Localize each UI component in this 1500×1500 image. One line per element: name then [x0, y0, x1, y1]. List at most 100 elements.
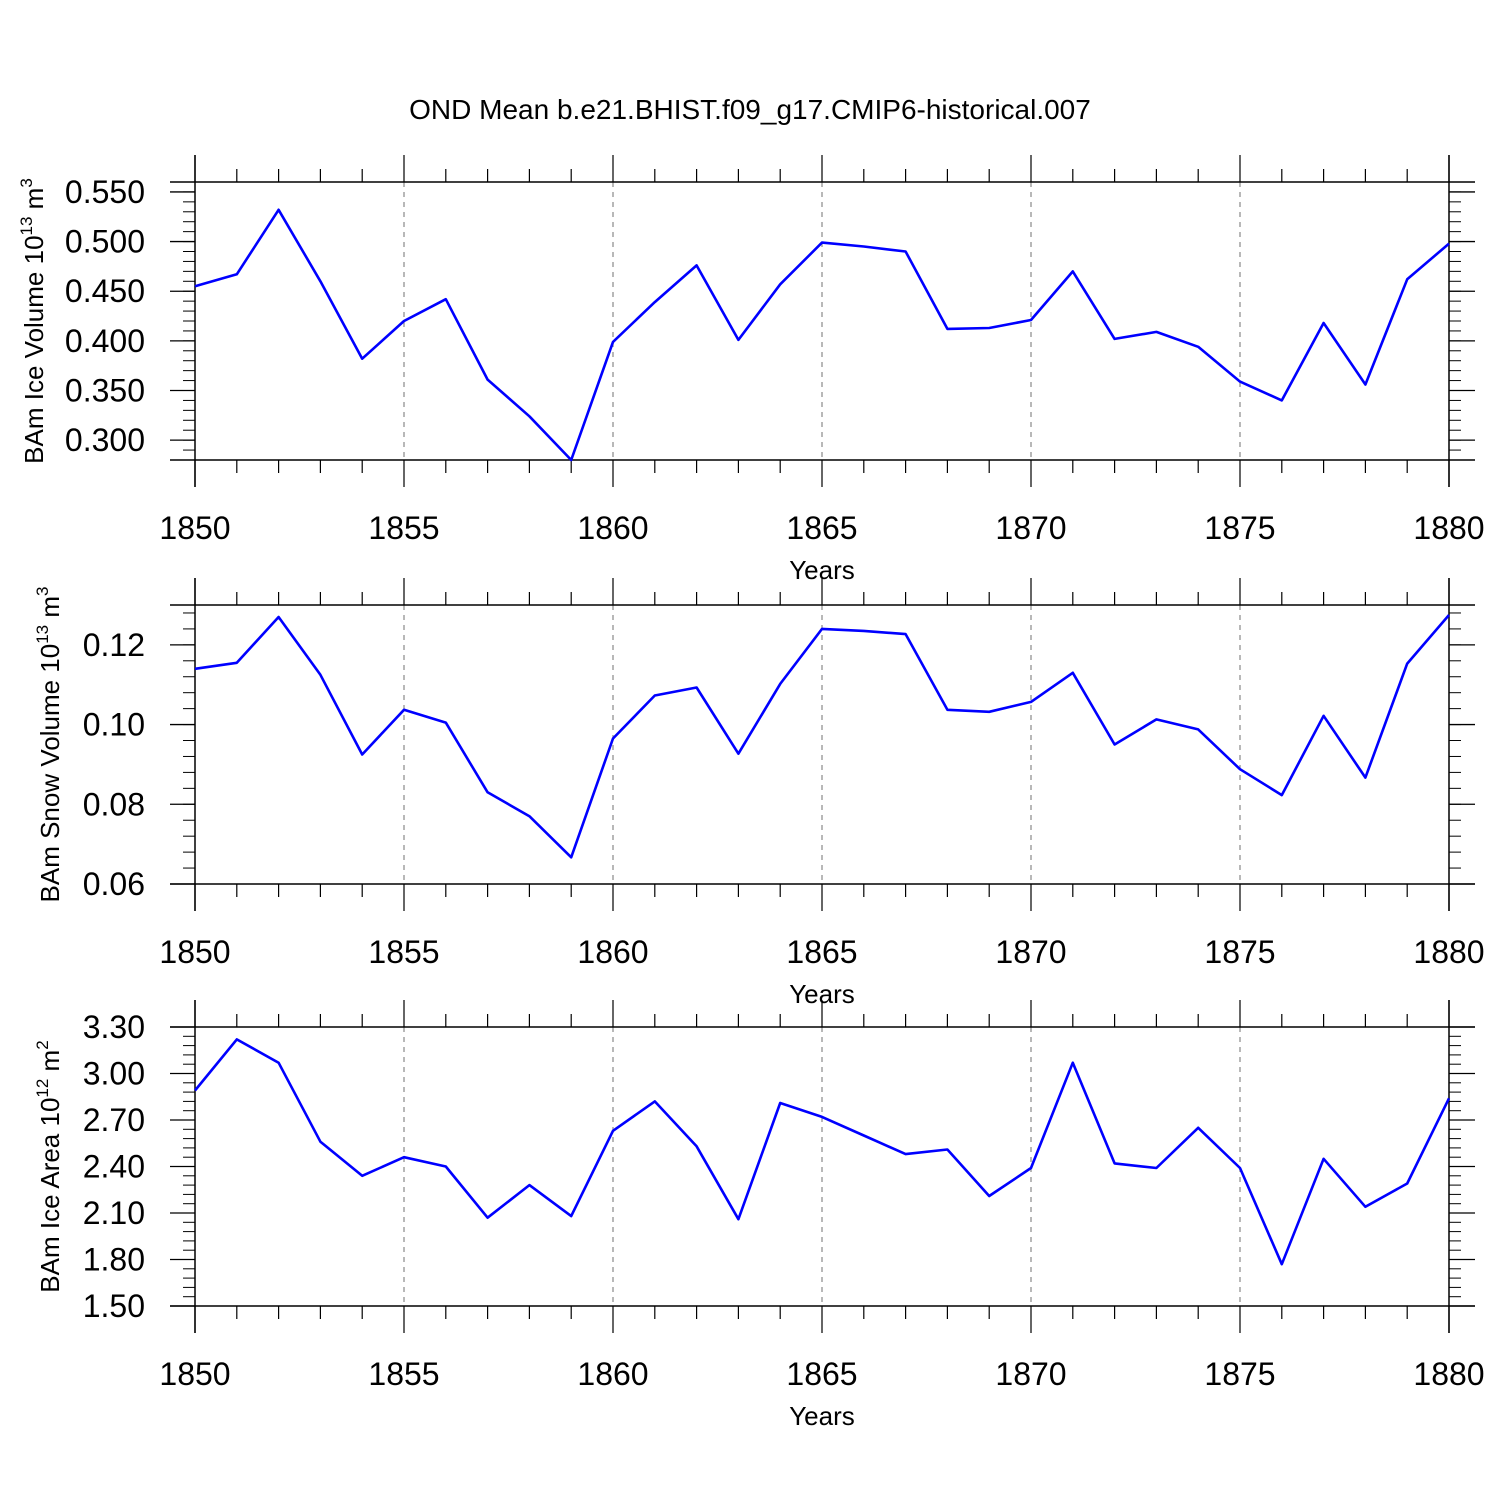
data-point	[1113, 337, 1117, 341]
data-point	[987, 326, 991, 330]
data-point	[611, 340, 615, 344]
data-point	[1405, 277, 1409, 281]
x-tick-label: 1865	[786, 934, 857, 970]
data-point	[904, 250, 908, 254]
data-point	[402, 708, 406, 712]
data-point	[862, 1134, 866, 1138]
data-point	[1238, 1166, 1242, 1170]
data-point	[736, 752, 740, 756]
panel-1: 0.300 0.350 0.400 0.450 0.500 0.550 1850 1855 18…	[17, 155, 1485, 585]
data-point	[820, 627, 824, 631]
x-tick-label: 1855	[368, 510, 439, 546]
data-point	[569, 1214, 573, 1218]
data-point	[1029, 700, 1033, 704]
data-point	[444, 721, 448, 725]
series-line	[194, 208, 1450, 462]
data-point	[486, 1216, 490, 1220]
y-tick-label: 0.400	[65, 323, 145, 359]
data-point	[277, 1061, 281, 1065]
x-tick-label: 1870	[995, 934, 1066, 970]
data-point	[611, 1129, 615, 1133]
data-point	[653, 693, 657, 697]
y-axis-title-text: BAm Ice Volume 10	[19, 235, 49, 463]
data-point	[695, 263, 699, 267]
data-point	[736, 338, 740, 342]
x-tick-label: 1850	[159, 1356, 230, 1392]
x-tick-label: 1850	[159, 934, 230, 970]
data-point	[569, 855, 573, 859]
data-point	[1196, 727, 1200, 731]
x-tick-label: 1875	[1204, 510, 1275, 546]
data-point	[945, 708, 949, 712]
y-tick-label: 2.10	[83, 1195, 145, 1231]
x-tick-label: 1870	[995, 1356, 1066, 1392]
data-point	[235, 272, 239, 276]
data-point	[193, 284, 197, 288]
x-tick-label: 1865	[786, 1356, 857, 1392]
data-point	[1154, 330, 1158, 334]
data-point	[611, 737, 615, 741]
y-axis-title-exponent: 13	[33, 625, 52, 644]
data-point	[653, 300, 657, 304]
data-point	[1280, 793, 1284, 797]
data-point	[1447, 613, 1451, 617]
data-point	[987, 710, 991, 714]
data-point	[402, 1155, 406, 1159]
data-point	[1238, 380, 1242, 384]
data-point	[1071, 1061, 1075, 1065]
y-tick-label: 0.500	[65, 224, 145, 260]
y-tick-label: 0.10	[83, 707, 145, 743]
y-axis-title-unit-exponent: 3	[17, 178, 36, 187]
data-point	[444, 1165, 448, 1169]
data-point	[360, 357, 364, 361]
y-tick-label: 0.12	[83, 627, 145, 663]
y-tick-label: 0.350	[65, 373, 145, 409]
series-line	[194, 614, 1450, 859]
data-point	[360, 1174, 364, 1178]
data-point	[1029, 318, 1033, 322]
y-tick-label: 3.30	[83, 1009, 145, 1045]
y-axis-title: BAm Snow Volume 1013 m3	[33, 587, 65, 903]
data-point	[235, 1037, 239, 1041]
data-point	[695, 686, 699, 690]
data-point	[904, 1152, 908, 1156]
y-tick-label: 1.80	[83, 1242, 145, 1278]
x-tick-label: 1855	[368, 934, 439, 970]
x-tick-label: 1850	[159, 510, 230, 546]
data-point	[778, 682, 782, 686]
data-point	[1196, 1126, 1200, 1130]
data-point	[527, 814, 531, 818]
data-point	[235, 661, 239, 665]
data-point	[736, 1217, 740, 1221]
data-point	[1363, 1205, 1367, 1209]
x-tick-label: 1875	[1204, 1356, 1275, 1392]
data-point	[904, 632, 908, 636]
data-point	[987, 1194, 991, 1198]
y-axis-title-unit-exponent: 3	[33, 587, 52, 596]
data-point	[1113, 743, 1117, 747]
y-tick-label: 3.00	[83, 1056, 145, 1092]
data-point	[1322, 1157, 1326, 1161]
data-point	[1447, 1096, 1451, 1100]
data-point	[486, 378, 490, 382]
x-axis-title: Years	[789, 1401, 855, 1431]
y-tick-label: 0.08	[83, 786, 145, 822]
y-tick-label: 0.550	[65, 174, 145, 210]
chart-title: OND Mean b.e21.BHIST.f09_g17.CMIP6-histo…	[409, 94, 1091, 125]
data-point	[1071, 671, 1075, 675]
x-tick-label: 1865	[786, 510, 857, 546]
data-point	[402, 319, 406, 323]
data-point	[653, 1099, 657, 1103]
data-point	[1154, 717, 1158, 721]
y-axis-title-unit: m	[19, 188, 49, 217]
data-point	[277, 615, 281, 619]
data-point	[1071, 269, 1075, 273]
x-tick-label: 1860	[577, 934, 648, 970]
data-point	[527, 1183, 531, 1187]
data-point	[193, 1089, 197, 1093]
data-point	[862, 245, 866, 249]
data-point	[277, 208, 281, 212]
data-point	[1113, 1161, 1117, 1165]
y-axis-title: BAm Ice Volume 1013 m3	[17, 178, 49, 464]
x-tick-label: 1870	[995, 510, 1066, 546]
